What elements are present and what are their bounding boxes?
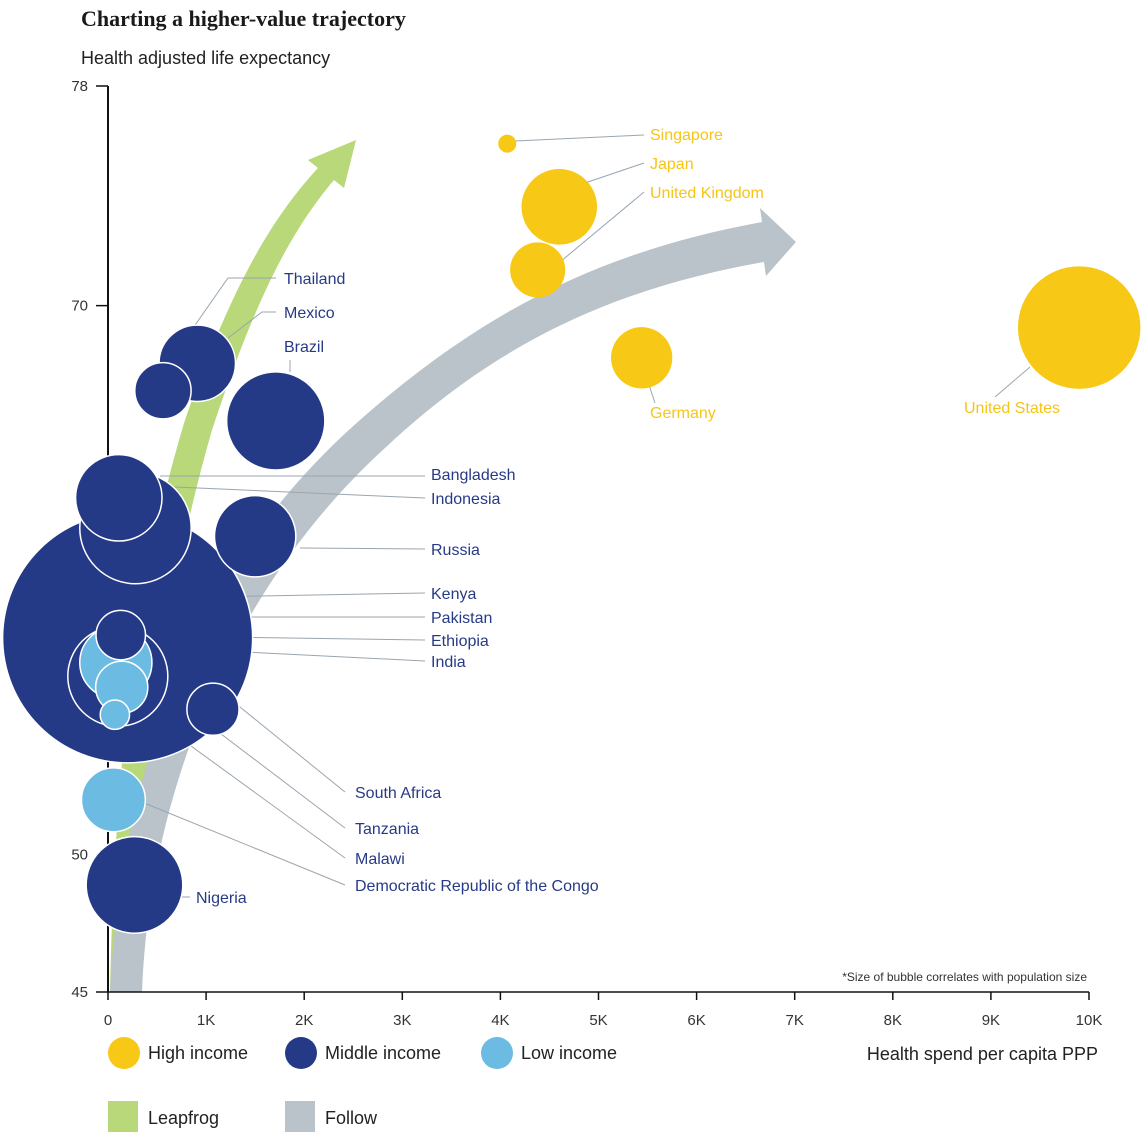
legend-label-low: Low income xyxy=(521,1043,617,1063)
label-united-kingdom: United Kingdom xyxy=(650,185,764,202)
leader-japan xyxy=(584,162,645,184)
x-tick-label: 2K xyxy=(295,1012,313,1029)
y-tick-label: 45 xyxy=(71,984,88,1001)
bubble-thailand xyxy=(134,361,192,420)
point-labels: India Indonesia Bangladesh Pakistan Kenya Nig… xyxy=(196,127,1060,907)
legend-label-middle: Middle income xyxy=(325,1043,441,1063)
leader-indonesia xyxy=(174,486,426,499)
x-ticks: 0 1K 2K 3K 4K 5K 6K 7K 8K 9K 10K xyxy=(104,992,1103,1029)
leader-democratic-republic-of-the-congo xyxy=(131,797,346,886)
y-tick-label: 78 xyxy=(71,78,88,95)
label-pakistan: Pakistan xyxy=(431,610,492,627)
x-tick-label: 7K xyxy=(786,1012,804,1029)
x-tick-label: 9K xyxy=(982,1012,1000,1029)
label-kenya: Kenya xyxy=(431,586,476,603)
y-tick-label: 50 xyxy=(71,847,88,864)
leader-mexico xyxy=(227,311,276,339)
chart-title: Charting a higher-value trajectory xyxy=(81,6,406,31)
x-axis-label: Health spend per capita PPP xyxy=(867,1044,1098,1064)
label-russia: Russia xyxy=(431,542,480,559)
legend-swatch-follow xyxy=(285,1101,315,1132)
label-japan: Japan xyxy=(650,156,694,173)
leader-south-africa xyxy=(234,702,346,793)
label-germany: Germany xyxy=(650,405,716,422)
legend-label-leapfrog: Leapfrog xyxy=(148,1108,219,1128)
leader-india xyxy=(244,651,426,662)
x-tick-label: 1K xyxy=(197,1012,215,1029)
legend-swatch-middle xyxy=(285,1037,317,1069)
bubble-size-note: *Size of bubble correlates with populati… xyxy=(842,970,1087,984)
bubble-russia xyxy=(213,494,297,578)
label-brazil: Brazil xyxy=(284,339,324,356)
label-mexico: Mexico xyxy=(284,305,335,322)
label-india: India xyxy=(431,654,466,671)
bubble-united-kingdom xyxy=(510,242,566,298)
bubble-south-africa xyxy=(186,682,240,737)
leader-united-states xyxy=(994,366,1031,398)
legend: High income Middle income Low income Leapfr… xyxy=(108,1037,617,1132)
label-thailand: Thailand xyxy=(284,271,345,288)
legend-label-follow: Follow xyxy=(325,1108,378,1128)
label-nigeria: Nigeria xyxy=(196,890,247,907)
x-tick-label: 10K xyxy=(1076,1012,1103,1029)
label-bangladesh: Bangladesh xyxy=(431,467,516,484)
label-democratic-republic-of-the-congo: Democratic Republic of the Congo xyxy=(355,878,599,895)
x-tick-label: 8K xyxy=(884,1012,902,1029)
bubble-united-states xyxy=(1017,266,1141,389)
y-tick-label: 70 xyxy=(71,298,88,315)
label-malawi: Malawi xyxy=(355,851,405,868)
x-tick-label: 5K xyxy=(589,1012,607,1029)
bubble-singapore xyxy=(498,134,517,153)
label-singapore: Singapore xyxy=(650,127,723,144)
x-tick-label: 6K xyxy=(687,1012,705,1029)
bubbles xyxy=(1,134,1141,934)
bubble-democratic-republic-of-the-congo xyxy=(80,767,147,833)
legend-swatch-low xyxy=(481,1037,513,1069)
label-indonesia: Indonesia xyxy=(431,491,500,508)
bubble-brazil xyxy=(225,371,326,471)
legend-swatch-leapfrog xyxy=(108,1101,138,1132)
legend-swatch-high xyxy=(108,1037,140,1069)
bubble-nigeria xyxy=(85,835,184,934)
y-axis-label: Health adjusted life expectancy xyxy=(81,48,330,68)
bubble-malawi xyxy=(99,699,131,731)
label-south-africa: South Africa xyxy=(355,785,441,802)
x-tick-label: 4K xyxy=(491,1012,509,1029)
legend-label-high: High income xyxy=(148,1043,248,1063)
bubble-kenya xyxy=(95,609,147,661)
bubble-bangladesh xyxy=(74,453,163,542)
x-tick-label: 3K xyxy=(393,1012,411,1029)
bubble-japan xyxy=(521,169,598,245)
leader-singapore xyxy=(514,134,645,142)
leader-russia xyxy=(299,547,426,550)
bubble-germany xyxy=(611,327,673,389)
label-tanzania: Tanzania xyxy=(355,821,419,838)
leader-united-kingdom xyxy=(559,191,645,263)
label-united-states: United States xyxy=(964,400,1060,417)
x-tick-label: 0 xyxy=(104,1012,112,1029)
label-ethiopia: Ethiopia xyxy=(431,633,489,650)
